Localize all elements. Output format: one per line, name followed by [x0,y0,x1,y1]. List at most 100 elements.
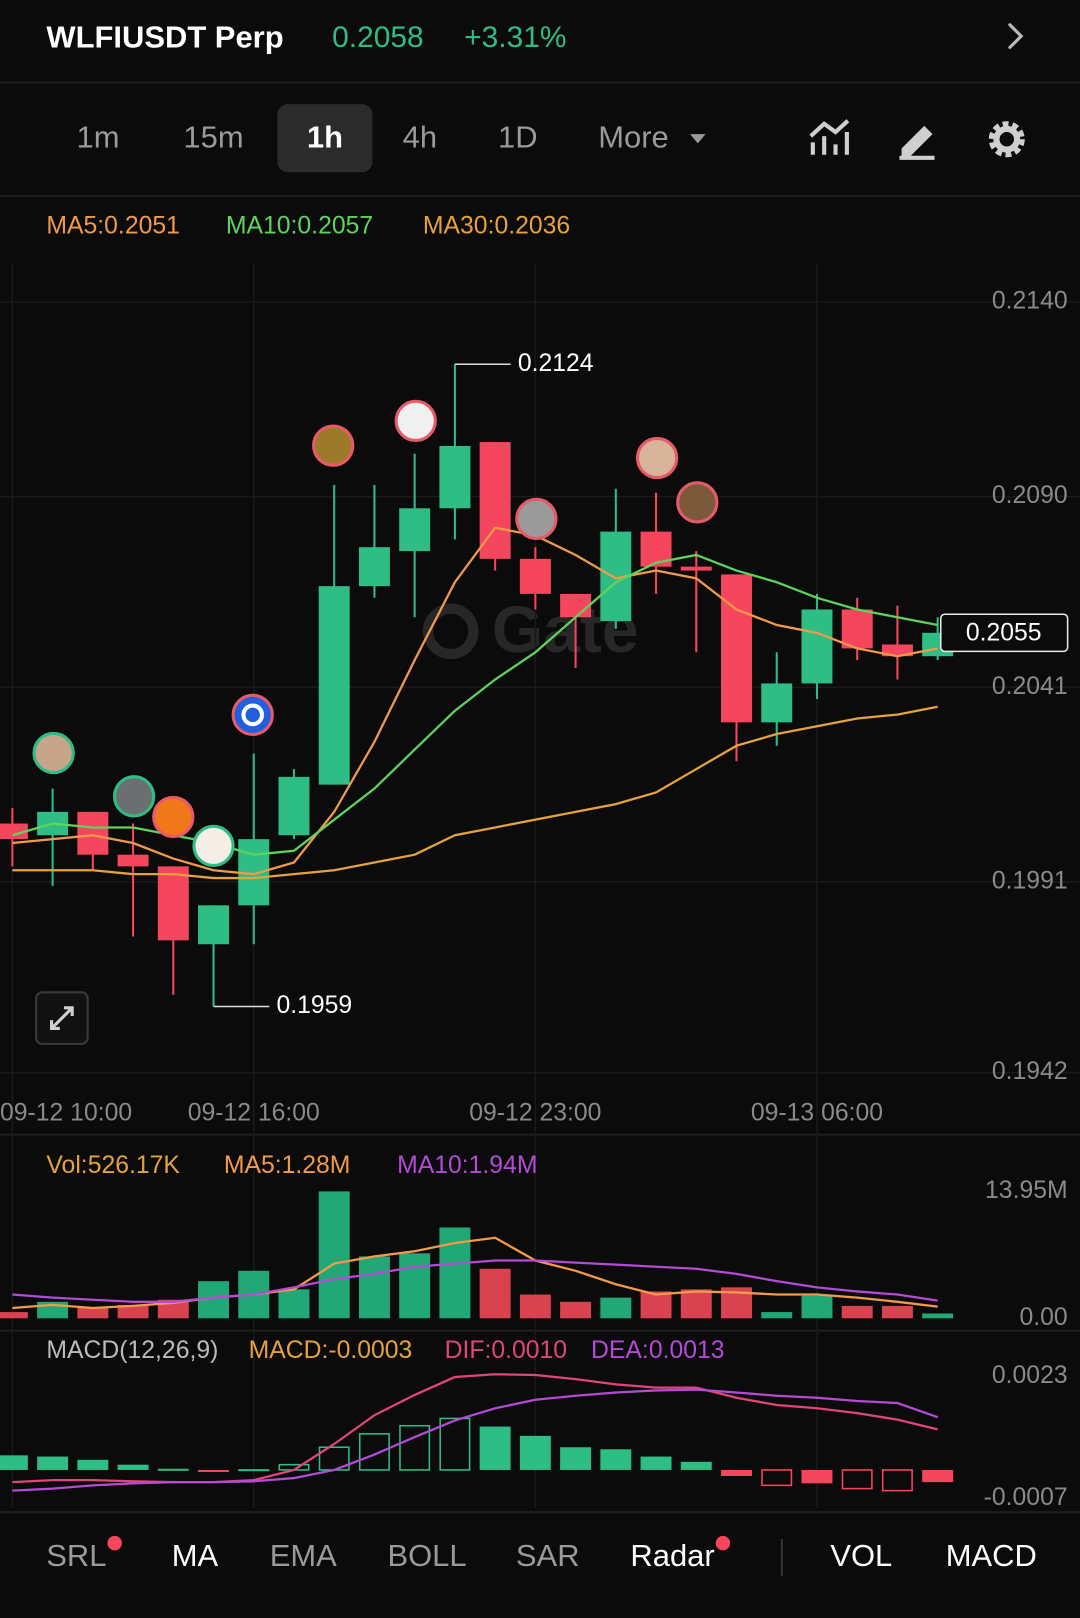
volume-bar [318,1191,350,1319]
tab-dot [715,1535,731,1551]
candle-body [881,644,913,657]
macd-bar [157,1468,189,1471]
candle-body [519,558,551,594]
volume-bar [761,1312,793,1319]
macd-bar [640,1456,672,1470]
macd-bar [479,1426,511,1470]
candle-body [479,442,511,559]
candle-body [841,609,873,649]
legend-label: DEA:0.0013 [591,1337,724,1364]
indicator-line [12,1236,938,1310]
legend-label: MA10:0.2057 [226,212,373,239]
candle-body [77,811,109,855]
macd-bar [922,1469,954,1483]
legend-label: MACD(12,26,9) [46,1337,218,1364]
y-tick-label: 0.2140 [992,287,1068,314]
y-tick-label: 0.2041 [992,673,1068,700]
timeframe-button[interactable]: 15m [183,119,243,154]
last-price-tag [939,613,1069,653]
y-tick-label: 0.00 [1019,1304,1067,1331]
x-tick-label: 09-12 16:00 [188,1100,320,1127]
candle-body [278,776,310,836]
timeframe-button[interactable]: 1h [307,119,343,154]
symbol[interactable]: WLFIUSDT Perp [46,19,283,54]
volume-bar [841,1305,873,1319]
indicator-tab[interactable]: BOLL [387,1538,466,1573]
indicator-tab[interactable]: SAR [516,1538,580,1573]
chevron[interactable] [1008,23,1024,49]
indicator-tab[interactable]: MACD [946,1538,1037,1573]
extreme-label: 0.1959 [276,992,352,1019]
macd-bar [439,1417,471,1471]
extreme-label: 0.2124 [518,350,594,377]
volume-bar [560,1301,592,1319]
expand-button[interactable] [35,991,89,1045]
candle-body [117,854,149,867]
indicator-tab[interactable]: Radar [630,1538,714,1573]
volume-bar [117,1304,149,1319]
draw-icon[interactable] [899,125,935,160]
volume-bar [399,1253,431,1319]
indicator-icon[interactable] [809,119,850,155]
candle-body [318,586,350,785]
plot-area: 1m 15m 1h 4h 1D 09-12 10:00 09-12 16:00 09-12 2… [0,104,1080,1573]
indicator-line [12,705,938,880]
macd-bar [721,1469,752,1477]
indicator-line [12,1259,938,1303]
indicator-tab[interactable]: EMA [270,1538,337,1573]
timeframe-button[interactable]: 1D [498,119,538,154]
legend-label: MA5:0.2051 [46,212,179,239]
avatars [32,399,719,867]
volume-bar [881,1305,913,1319]
macd-bar [680,1461,712,1470]
candle-body [157,866,189,941]
indicator-tab[interactable]: VOL [830,1538,892,1573]
legend-label: MACD:-0.0003 [249,1337,413,1364]
macd-bar [600,1449,632,1470]
legend-label: DIF:0.0010 [445,1337,567,1364]
legend-label: Vol:526.17K [46,1152,180,1179]
volume-bar [600,1297,632,1319]
candle-body [399,508,431,552]
more-button[interactable]: More [598,119,669,154]
price-change: +3.31% [464,21,566,54]
volume-bar [77,1308,109,1319]
y-tick-label: 13.95M [985,1177,1068,1204]
last-price: 0.2058 [332,21,423,54]
legend-label: MA5:1.28M [224,1152,351,1179]
x-tick-label: 09-13 06:00 [751,1100,883,1127]
timeframe-button[interactable]: 1m [77,119,120,154]
x-tick-label: 09-12 10:00 [0,1100,132,1127]
volume-bar [0,1312,28,1319]
macd-bar [801,1469,833,1484]
indicator-tab[interactable]: MA [172,1538,219,1573]
more-caret [690,134,706,144]
timeframe-button[interactable]: 4h [403,119,437,154]
volume-bar [358,1256,390,1319]
volume-bar [479,1268,511,1319]
candle-body [721,574,752,723]
legend-label: MA30:0.2036 [423,212,570,239]
candle-body [439,445,471,509]
volume-bar [922,1313,954,1319]
macd-bar [841,1469,873,1490]
legend-label: MA10:1.94M [397,1152,537,1179]
candle-body [761,683,793,723]
macd-bar [519,1435,551,1470]
volume-bar [801,1295,833,1319]
macd-bar [238,1469,270,1472]
y-tick-label: 0.0023 [992,1362,1068,1389]
macd-bar [358,1433,390,1471]
x-tick-label: 09-12 23:00 [469,1100,601,1127]
macd-bar [198,1469,229,1473]
macd-bar [399,1424,431,1471]
macd-bar [117,1464,149,1470]
last-price-label: 0.2055 [966,619,1042,646]
indicator-tab[interactable]: SRL [46,1538,106,1573]
settings-icon[interactable] [988,121,1025,158]
timeframe-selected-bg [277,104,373,173]
y-tick-label: 0.1991 [992,867,1068,894]
indicator-line [12,1388,939,1492]
y-tick-label: 0.2090 [992,482,1068,509]
